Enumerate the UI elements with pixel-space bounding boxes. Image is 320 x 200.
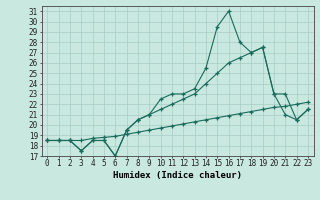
X-axis label: Humidex (Indice chaleur): Humidex (Indice chaleur) (113, 171, 242, 180)
